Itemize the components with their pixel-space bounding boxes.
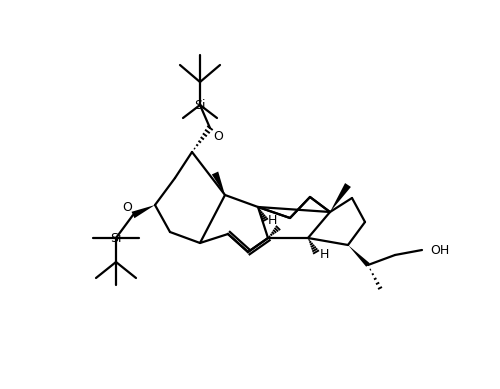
Text: O: O	[213, 130, 223, 142]
Polygon shape	[330, 183, 351, 212]
Text: H: H	[320, 247, 328, 261]
Polygon shape	[132, 205, 155, 218]
Text: O: O	[122, 200, 132, 214]
Text: OH: OH	[430, 244, 449, 256]
Text: H: H	[268, 214, 276, 226]
Text: Si: Si	[110, 231, 122, 245]
Polygon shape	[212, 172, 225, 195]
Text: Si: Si	[194, 98, 206, 112]
Polygon shape	[348, 245, 370, 267]
